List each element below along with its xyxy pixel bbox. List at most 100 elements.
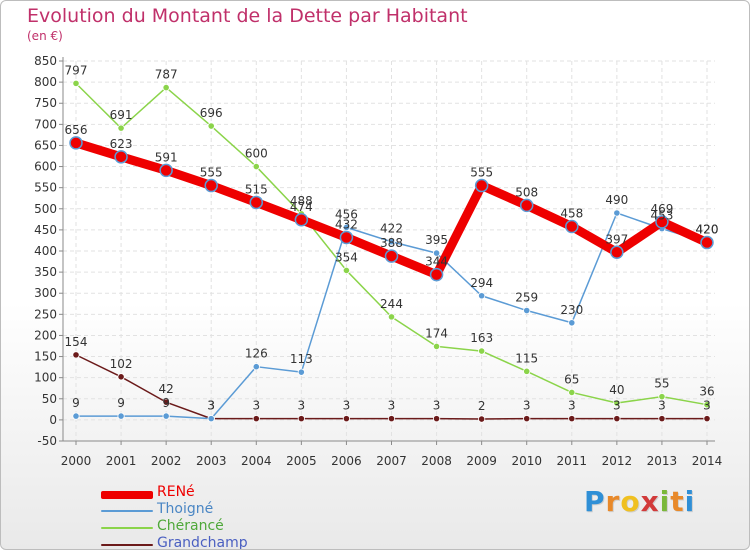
series-3-point: [613, 415, 621, 423]
legend-swatch-cherance: [101, 527, 153, 529]
series-1-point: [297, 368, 305, 376]
series-3-point: [523, 415, 531, 423]
series-2-value-label: 55: [654, 377, 669, 391]
series-0-value-label: 508: [515, 185, 538, 199]
logo-letter: P: [584, 485, 606, 518]
series-3-value-label: 3: [703, 399, 711, 413]
series-1-value-label: 395: [425, 233, 448, 247]
x-tick-label: 2003: [196, 454, 227, 468]
series-1-value-label: 490: [605, 193, 628, 207]
y-tick-label: 800: [34, 75, 57, 89]
legend-swatch-thoigne: [101, 510, 153, 512]
series-1-value-label: 453: [650, 209, 673, 223]
series-2-value-label: 115: [515, 351, 538, 365]
series-0-value-label: 623: [110, 137, 133, 151]
series-0-value-label: 469: [650, 202, 673, 216]
series-1-value-label: 420: [696, 223, 719, 237]
y-tick-label: 400: [34, 244, 57, 258]
series-3-value-label: 3: [433, 399, 441, 413]
chart-subtitle: (en €): [27, 29, 63, 43]
series-2-point: [252, 162, 260, 171]
legend-item-thoigne: Thoigné: [101, 501, 321, 519]
x-tick-label: 2007: [376, 454, 407, 468]
legend-item-rene: RENé: [101, 484, 321, 502]
y-tick-label: 250: [34, 307, 57, 321]
series-2-value-label: 40: [609, 383, 624, 397]
series-3-point: [72, 351, 80, 359]
legend-item-cherance: Chérancé: [101, 518, 321, 536]
x-tick-label: 2010: [511, 454, 542, 468]
series-1-point: [162, 412, 170, 420]
series-layer: [69, 79, 714, 423]
series-2-point: [162, 84, 170, 92]
series-1-value-label: 422: [380, 222, 403, 236]
series-1-value-label: 9: [72, 396, 80, 410]
series-0-point: [204, 178, 218, 193]
y-tick-label: 150: [34, 350, 57, 364]
label-layer: 656 623 591 555 515 474 432 388 344 555 508 458 397 4…: [65, 63, 719, 413]
series-2-point: [703, 401, 711, 409]
legend-label-grandchamp: Grandchamp: [157, 535, 248, 550]
series-2-point: [523, 367, 531, 375]
series-0-point: [474, 178, 489, 193]
logo-letter: t: [670, 485, 685, 518]
x-tick-label: 2004: [241, 454, 272, 468]
legend-label-cherance: Chérancé: [157, 518, 224, 534]
series-0-point: [249, 195, 264, 210]
series-1-point: [568, 319, 576, 327]
y-tick-label: 200: [34, 328, 57, 342]
series-0-point: [519, 198, 534, 213]
series-3-point: [342, 415, 351, 423]
series-2-value-label: 488: [290, 194, 313, 208]
series-0-point: [114, 150, 128, 164]
series-3-point: [252, 415, 260, 423]
series-3-value-label: 3: [252, 399, 260, 413]
series-1-value-label: 3: [207, 399, 215, 413]
series-3-point: [387, 415, 396, 423]
series-3-value-label: 3: [207, 399, 215, 413]
y-tick-label: 300: [34, 286, 57, 300]
series-2-point: [207, 122, 215, 130]
series-2-value-label: 65: [564, 372, 579, 386]
logo-letter: r: [605, 485, 621, 518]
x-tick-label: 2011: [557, 454, 588, 468]
series-1-point: [478, 292, 486, 300]
x-tick-label: 2006: [331, 454, 362, 468]
x-tick-label: 2001: [106, 454, 137, 468]
y-tick-label: 100: [34, 371, 57, 385]
logo-letter: i: [659, 485, 671, 518]
legend-item-grandchamp: Grandchamp: [101, 535, 321, 550]
y-tick-label: 450: [34, 223, 57, 237]
series-2-point: [117, 124, 125, 132]
y-tick-label: 500: [34, 202, 57, 216]
series-0-value-label: 474: [290, 200, 313, 214]
series-1-point: [117, 412, 125, 420]
series-3-value-label: 2: [478, 399, 486, 413]
x-tick-label: 2012: [602, 454, 633, 468]
series-1-point: [342, 223, 351, 231]
series-1-value-label: 294: [470, 276, 493, 290]
series-0-point: [700, 235, 714, 250]
y-tick-label: 350: [34, 265, 57, 279]
series-0-point: [429, 267, 444, 282]
series-3-point: [162, 398, 170, 406]
series-2-point: [613, 399, 621, 407]
series-2-point: [432, 342, 441, 351]
y-tick-label: 750: [34, 96, 57, 110]
y-tick-label: 850: [34, 54, 57, 68]
legend-label-thoigne: Thoigné: [157, 501, 214, 517]
series-1-value-label: 9: [117, 396, 125, 410]
proxiti-logo: Proxiti: [584, 485, 695, 518]
y-tick-label: 650: [34, 138, 57, 152]
series-3-value-label: 102: [110, 357, 133, 371]
series-3-point: [703, 415, 711, 423]
chart-title: Evolution du Montant de la Dette par Hab…: [27, 5, 468, 27]
x-tick-label: 2014: [692, 454, 723, 468]
series-3-value-label: 154: [65, 335, 88, 349]
legend-label-rene: RENé: [157, 484, 195, 500]
series-2-value-label: 797: [65, 63, 88, 77]
series-2-point: [658, 393, 666, 401]
series-1-point: [387, 238, 396, 246]
series-1-value-label: 259: [515, 291, 538, 305]
